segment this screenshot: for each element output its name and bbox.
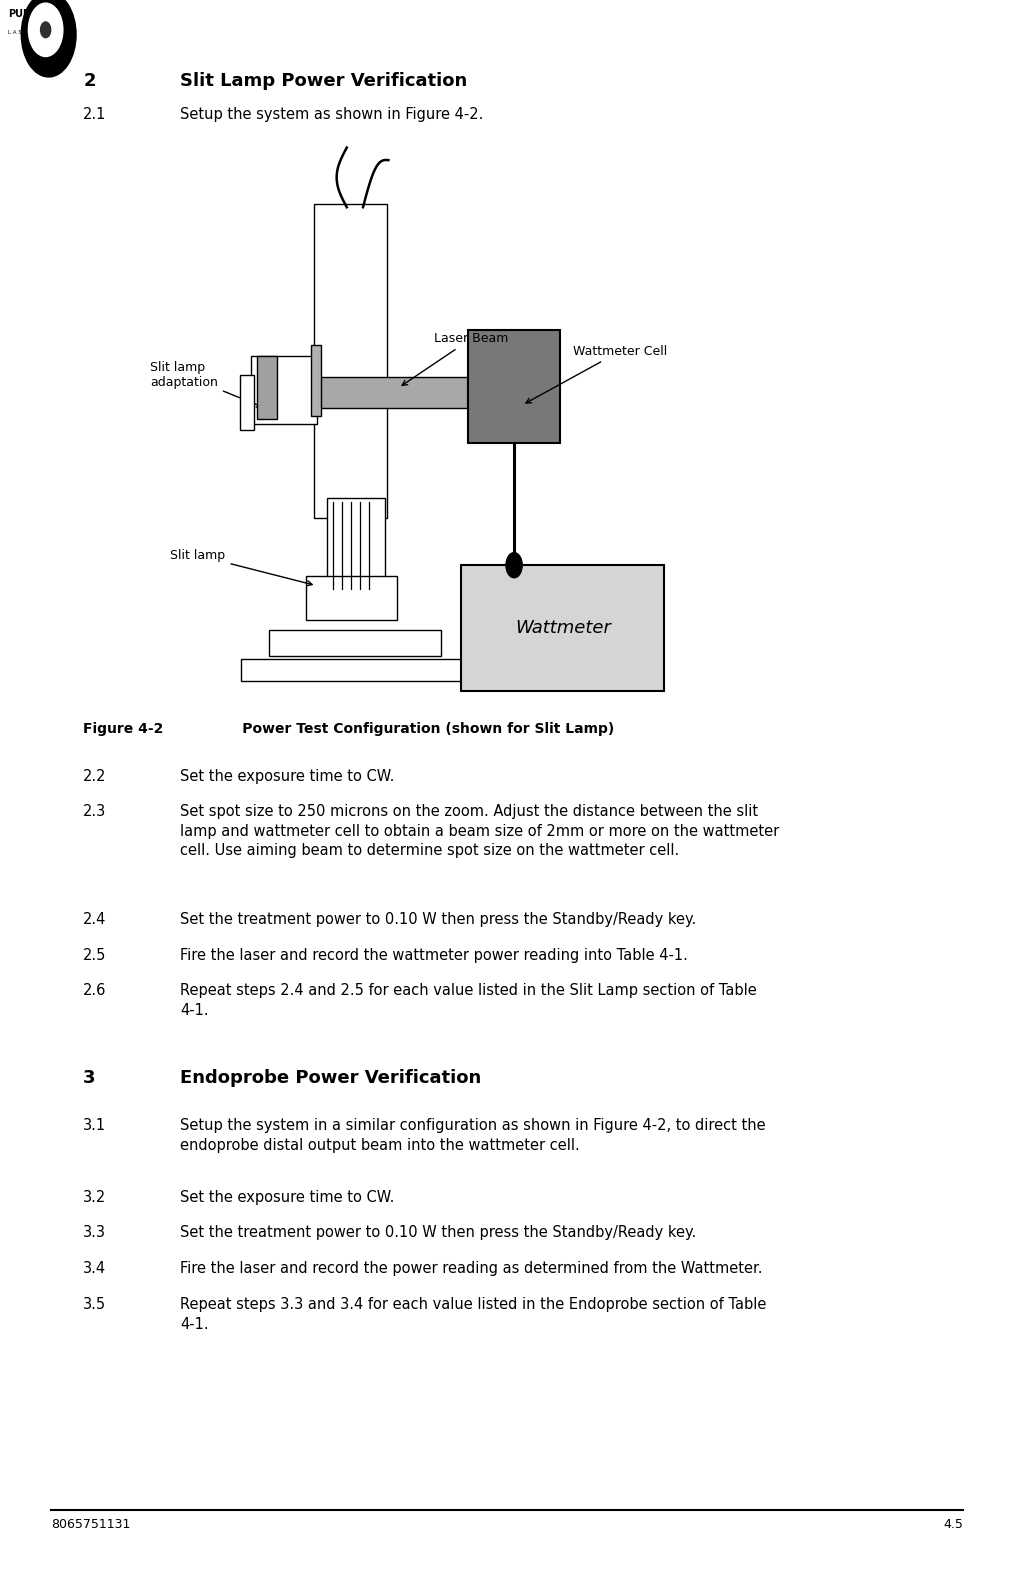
Text: Setup the system in a similar configuration as shown in Figure 4-2, to direct th: Setup the system in a similar configurat… [180,1118,767,1152]
Text: Setup the system as shown in Figure 4-2.: Setup the system as shown in Figure 4-2. [180,107,484,122]
Text: Set the treatment power to 0.10 W then press the Standby/Ready key.: Set the treatment power to 0.10 W then p… [180,912,697,928]
Text: 3.4: 3.4 [83,1261,106,1276]
Bar [468,330,560,443]
Text: Figure 4-2: Figure 4-2 [83,722,163,736]
Bar [269,630,441,656]
Text: 3.3: 3.3 [83,1225,106,1240]
Text: Fire the laser and record the wattmeter power reading into Table 4-1.: Fire the laser and record the wattmeter … [180,948,689,964]
Bar [319,377,469,408]
Bar [251,356,317,424]
Text: Power Test Configuration (shown for Slit Lamp): Power Test Configuration (shown for Slit… [213,722,614,736]
Text: 3.2: 3.2 [83,1190,106,1206]
Circle shape [506,553,522,578]
Text: 4.5: 4.5 [943,1518,963,1531]
Text: 2.4: 2.4 [83,912,106,928]
Text: 2.2: 2.2 [83,769,106,785]
Text: Laser Beam: Laser Beam [403,333,508,385]
Text: L A S E R: L A S E R [8,30,32,35]
Text: Slit Lamp Power Verification: Slit Lamp Power Verification [180,72,467,89]
Circle shape [41,22,51,38]
Text: 2.5: 2.5 [83,948,106,964]
Bar [461,565,664,691]
Text: Slit lamp: Slit lamp [170,550,312,586]
Text: Wattmeter Cell: Wattmeter Cell [526,345,667,403]
Bar [314,204,387,518]
Text: 2: 2 [83,72,95,89]
Text: 3: 3 [83,1069,95,1086]
Bar [327,498,385,589]
Text: 2.1: 2.1 [83,107,106,122]
Text: Endoprobe Power Verification: Endoprobe Power Verification [180,1069,482,1086]
Bar [240,375,254,430]
Text: Set the treatment power to 0.10 W then press the Standby/Ready key.: Set the treatment power to 0.10 W then p… [180,1225,697,1240]
Circle shape [28,3,63,57]
Text: Repeat steps 3.3 and 3.4 for each value listed in the Endoprobe section of Table: Repeat steps 3.3 and 3.4 for each value … [180,1297,767,1331]
Text: Wattmeter: Wattmeter [515,619,610,637]
Bar [257,356,277,419]
Text: PUREPOINT: PUREPOINT [8,9,71,19]
Text: 8065751131: 8065751131 [51,1518,130,1531]
Text: Fire the laser and record the power reading as determined from the Wattmeter.: Fire the laser and record the power read… [180,1261,763,1276]
Bar [241,659,462,681]
Circle shape [21,0,76,77]
Text: Set the exposure time to CW.: Set the exposure time to CW. [180,769,394,785]
Bar [306,576,397,620]
Text: 2.3: 2.3 [83,804,106,820]
Text: Set the exposure time to CW.: Set the exposure time to CW. [180,1190,394,1206]
Text: Set spot size to 250 microns on the zoom. Adjust the distance between the slit
l: Set spot size to 250 microns on the zoom… [180,804,780,859]
Text: 2.6: 2.6 [83,983,106,999]
Bar [311,345,321,416]
Text: 3.1: 3.1 [83,1118,106,1134]
Text: Slit lamp
adaptation: Slit lamp adaptation [150,361,262,407]
Text: Repeat steps 2.4 and 2.5 for each value listed in the Slit Lamp section of Table: Repeat steps 2.4 and 2.5 for each value … [180,983,757,1017]
Text: 3.5: 3.5 [83,1297,106,1313]
